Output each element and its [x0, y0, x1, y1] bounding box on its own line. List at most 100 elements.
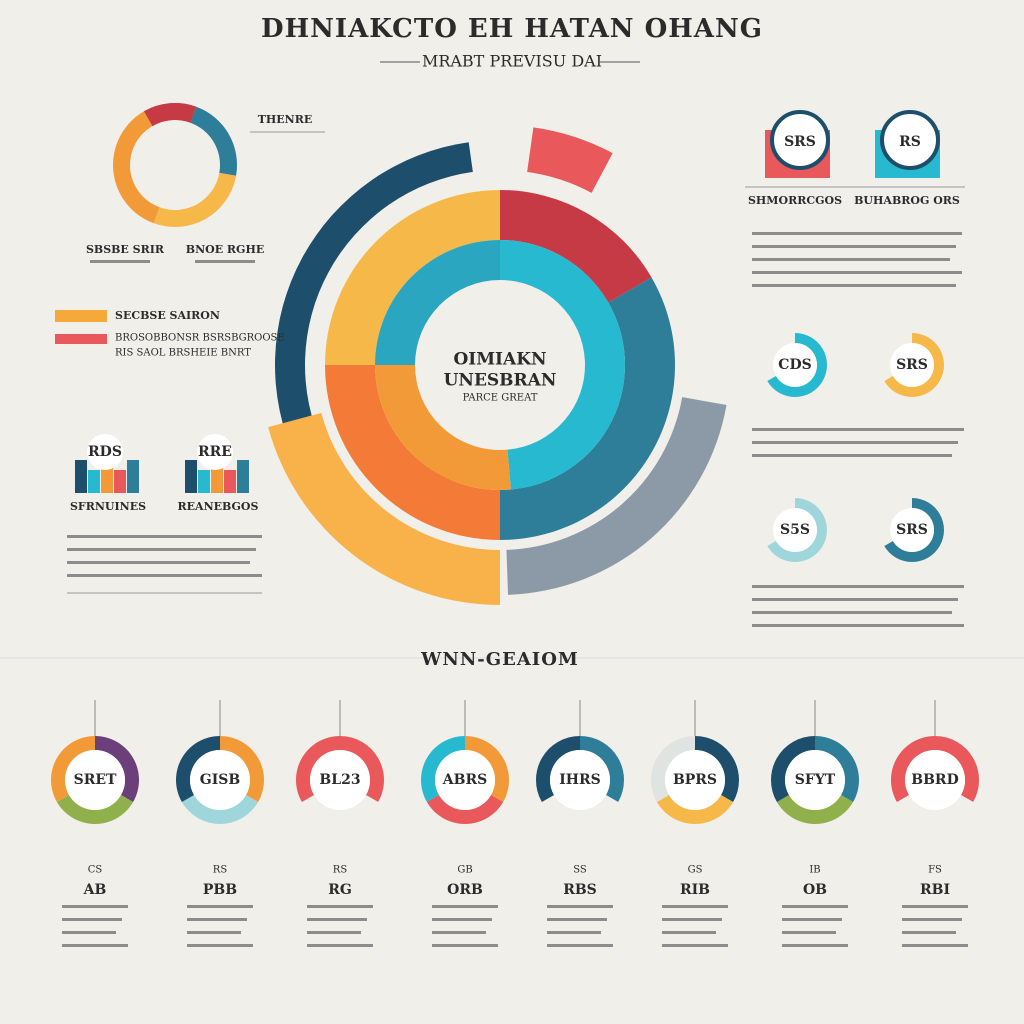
donut-text: BPRS — [673, 772, 717, 788]
bar-shape — [88, 470, 100, 493]
ring-segment — [144, 102, 197, 127]
ring-segment — [375, 240, 500, 365]
content: DHNIAKCTO EH HATAN OHANG MRABT PREVISU D… — [0, 14, 1024, 947]
text-line — [547, 918, 607, 921]
text-line — [67, 535, 262, 538]
donut-label: SBSBE SRIR — [86, 243, 165, 256]
ring-segment — [113, 111, 160, 224]
text-line — [752, 245, 956, 248]
subtitle: MRABT PREVISU DAI — [422, 52, 602, 71]
item-small: CS — [88, 865, 103, 876]
text-line — [752, 454, 952, 457]
donut-text: SFYT — [795, 772, 836, 788]
item-label: RG — [328, 882, 352, 898]
center-note: PARCE GREAT — [463, 393, 538, 404]
badge — [773, 343, 817, 387]
item-small: RS — [333, 865, 348, 876]
badge-text: RDS — [88, 444, 122, 460]
badge-text: RS — [899, 134, 921, 150]
badge — [890, 508, 934, 552]
text-line — [752, 284, 956, 287]
text-line — [67, 574, 262, 577]
badge — [87, 434, 123, 470]
text-line — [307, 931, 361, 934]
badge-text: SRS — [896, 522, 928, 538]
bar-shape — [198, 470, 210, 493]
bar-shape — [75, 460, 87, 493]
ring-segment — [426, 795, 504, 825]
ring-segment — [891, 736, 935, 802]
center-title: UNESBRAN — [444, 371, 557, 391]
ring-segment — [500, 240, 626, 490]
text-line — [187, 944, 253, 947]
legend-text: SECBSE SAIRON — [115, 309, 220, 322]
text-line — [195, 260, 255, 263]
ring-segment — [181, 795, 259, 824]
donut-center — [310, 750, 370, 810]
text-line — [752, 271, 962, 274]
badge-text: S5S — [780, 522, 810, 538]
ring-segment — [325, 365, 500, 540]
text-line — [662, 944, 728, 947]
badge-text: RRE — [198, 444, 232, 460]
text-line — [432, 918, 492, 921]
text-line — [782, 944, 848, 947]
text-line — [752, 585, 964, 588]
ring-segment — [506, 397, 727, 595]
ring-segment — [325, 190, 500, 365]
text-line — [547, 944, 613, 947]
ring-segment — [580, 736, 624, 802]
ring-segment — [56, 795, 134, 824]
donut-text: SRET — [74, 772, 117, 788]
text-line — [902, 944, 968, 947]
donut-center — [190, 750, 250, 810]
text-line — [67, 561, 250, 564]
legend-swatch — [55, 334, 107, 344]
section-label: SHMORRCGOS — [748, 194, 842, 207]
ring-segment — [301, 795, 379, 825]
shapes — [51, 102, 980, 947]
ring-segment — [375, 365, 511, 490]
ring-segment — [651, 736, 695, 802]
text-line — [62, 944, 128, 947]
text-line — [752, 258, 950, 261]
bar-shape — [185, 460, 197, 493]
center-title: OIMIAKN — [453, 350, 546, 370]
text-line — [187, 931, 241, 934]
ring-segment — [884, 498, 944, 562]
ring-segment — [884, 333, 944, 397]
text-line — [62, 931, 116, 934]
item-label: RBI — [920, 882, 950, 898]
ring-segment — [896, 795, 974, 824]
text-line — [90, 260, 150, 263]
ring-segment — [776, 795, 854, 825]
ring-segment — [541, 795, 619, 825]
text-line — [662, 918, 722, 921]
text-line — [547, 931, 601, 934]
ring-segment — [190, 106, 237, 176]
donut-text: ABRS — [442, 772, 487, 788]
ring-segment — [51, 736, 95, 802]
ring-segment — [500, 190, 652, 303]
text-line — [62, 905, 128, 908]
text-line — [307, 944, 373, 947]
text-line — [432, 931, 486, 934]
donut-center — [550, 750, 610, 810]
ring-segment — [767, 333, 827, 397]
donut-label: BNOE RGHE — [186, 243, 264, 256]
item-label: RIB — [680, 882, 710, 898]
title: DHNIAKCTO EH HATAN OHANG — [261, 14, 763, 44]
chart-label: REANEBGOS — [178, 500, 259, 513]
text-line — [432, 944, 498, 947]
text-line — [902, 905, 968, 908]
ring-segment — [340, 736, 384, 802]
item-small: IB — [809, 865, 820, 876]
bar-shape — [237, 460, 249, 493]
ring-segment — [815, 736, 859, 802]
donut-center — [665, 750, 725, 810]
item-label: PBB — [203, 882, 237, 898]
legend-text: BROSOBBONSR BSRSBGROOSE — [115, 333, 285, 344]
ring-segment — [268, 412, 500, 605]
text-line — [752, 624, 964, 627]
